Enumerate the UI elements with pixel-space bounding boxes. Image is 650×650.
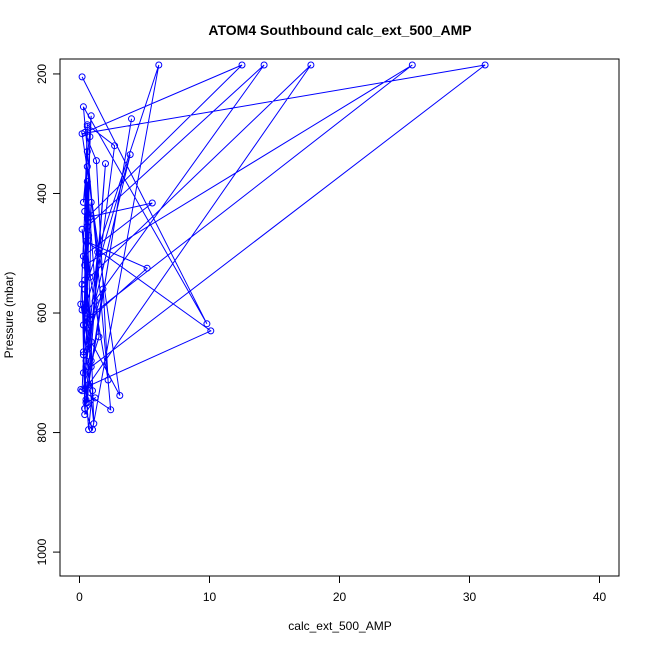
data-point bbox=[128, 115, 135, 123]
data-point bbox=[79, 348, 87, 356]
data-point bbox=[155, 61, 163, 69]
y-axis-label: Pressure (mbar) bbox=[2, 272, 16, 359]
data-point bbox=[78, 225, 86, 233]
data-point bbox=[148, 199, 156, 207]
data-point bbox=[81, 276, 89, 284]
data-point bbox=[111, 142, 119, 150]
data-point bbox=[87, 338, 95, 346]
data-point bbox=[408, 61, 416, 69]
data-point bbox=[82, 237, 90, 245]
data-point bbox=[94, 248, 102, 256]
y-tick-label: 600 bbox=[35, 303, 49, 323]
data-point bbox=[81, 207, 89, 215]
plot-area bbox=[77, 61, 489, 434]
data-point bbox=[207, 327, 215, 335]
data-point bbox=[83, 163, 91, 171]
data-point bbox=[77, 386, 85, 393]
data-point bbox=[81, 306, 89, 314]
data-point bbox=[85, 426, 93, 434]
y-tick-label: 800 bbox=[35, 422, 49, 442]
y-tick-label: 1000 bbox=[35, 538, 49, 565]
x-axis-label: calc_ext_500_AMP bbox=[288, 619, 391, 633]
data-point bbox=[203, 320, 211, 328]
data-point bbox=[86, 273, 94, 281]
data-point bbox=[260, 61, 268, 69]
y-tick-label: 400 bbox=[35, 183, 49, 203]
data-point bbox=[83, 399, 91, 407]
x-axis: 0 10 20 30 40 bbox=[76, 575, 607, 604]
data-point bbox=[79, 369, 87, 377]
data-point bbox=[83, 123, 91, 130]
data-point bbox=[79, 351, 87, 359]
data-point bbox=[481, 61, 489, 69]
data-point bbox=[78, 130, 86, 138]
data-point bbox=[86, 213, 94, 221]
data-point bbox=[87, 112, 95, 120]
data-point bbox=[79, 252, 87, 260]
data-point bbox=[79, 198, 87, 206]
data-point bbox=[85, 381, 93, 389]
data-point bbox=[85, 231, 93, 239]
data-point bbox=[82, 357, 90, 365]
data-point bbox=[104, 376, 112, 384]
data-point bbox=[85, 324, 93, 332]
data-point bbox=[82, 315, 90, 323]
data-point bbox=[238, 61, 246, 69]
data-point bbox=[83, 222, 91, 230]
x-tick-label: 30 bbox=[463, 590, 477, 604]
data-point bbox=[85, 345, 93, 353]
x-tick-label: 20 bbox=[333, 590, 347, 604]
chart-title: ATOM4 Southbound calc_ext_500_AMP bbox=[208, 22, 471, 38]
x-tick-label: 0 bbox=[76, 590, 83, 604]
data-point bbox=[79, 103, 87, 111]
data-point bbox=[83, 213, 91, 221]
data-point bbox=[90, 420, 98, 428]
y-tick-label: 200 bbox=[35, 64, 49, 84]
data-point bbox=[102, 160, 109, 168]
data-point bbox=[83, 148, 91, 156]
y-axis: 200 400 600 800 1000 bbox=[35, 64, 61, 565]
data-point bbox=[78, 306, 86, 314]
data-point bbox=[126, 151, 134, 159]
data-point bbox=[87, 357, 95, 365]
data-point bbox=[95, 333, 103, 341]
data-point bbox=[81, 261, 89, 269]
data-point bbox=[79, 321, 87, 329]
data-point bbox=[91, 394, 99, 402]
data-point bbox=[116, 392, 124, 399]
data-point bbox=[91, 297, 99, 305]
data-point bbox=[143, 264, 151, 272]
x-tick-label: 10 bbox=[203, 590, 217, 604]
data-point bbox=[107, 406, 115, 414]
data-point bbox=[92, 157, 100, 165]
data-point bbox=[81, 405, 89, 413]
data-point bbox=[78, 73, 86, 81]
data-point bbox=[307, 61, 315, 69]
data-point bbox=[87, 198, 95, 206]
data-point bbox=[83, 178, 91, 185]
data-point bbox=[86, 133, 94, 141]
data-point bbox=[99, 285, 107, 293]
data-point bbox=[78, 387, 86, 395]
x-tick-label: 40 bbox=[593, 590, 607, 604]
data-point bbox=[89, 387, 96, 395]
data-point bbox=[86, 315, 94, 323]
